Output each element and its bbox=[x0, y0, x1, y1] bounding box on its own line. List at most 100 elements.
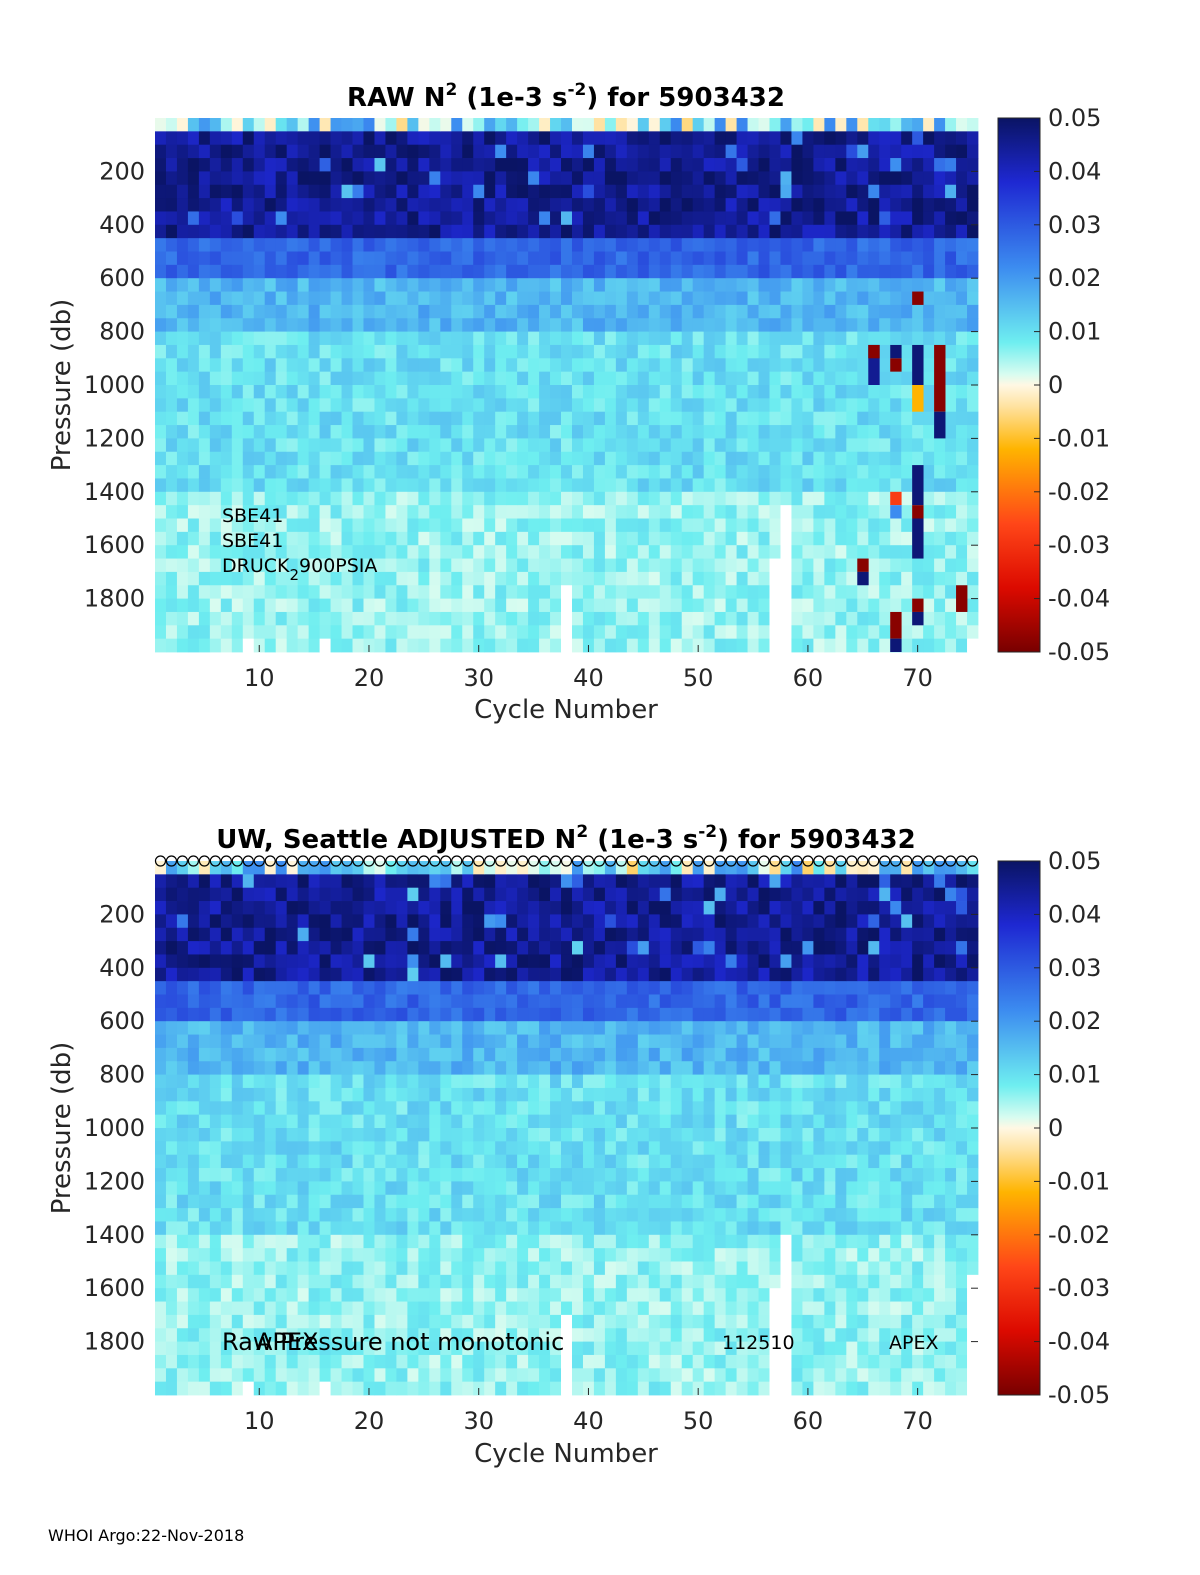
heatmap-cell bbox=[637, 1061, 650, 1075]
heatmap-cell bbox=[890, 385, 902, 399]
heatmap-cell bbox=[571, 518, 584, 533]
heatmap-cell bbox=[155, 1154, 167, 1169]
heatmap-cell bbox=[396, 1128, 408, 1142]
heatmap-cell bbox=[341, 264, 353, 279]
heatmap-cell bbox=[769, 531, 781, 546]
heatmap-cell bbox=[857, 465, 869, 479]
heatmap-cell bbox=[242, 131, 255, 146]
heatmap-cell bbox=[209, 941, 222, 955]
heatmap-cell bbox=[264, 318, 277, 332]
heatmap-cell bbox=[495, 451, 507, 466]
heatmap-cell bbox=[198, 438, 211, 453]
heatmap-cell bbox=[769, 171, 781, 186]
heatmap-cell bbox=[780, 585, 792, 599]
heatmap-cell bbox=[165, 585, 178, 599]
heatmap-cell bbox=[385, 1381, 397, 1396]
heatmap-cell bbox=[846, 118, 858, 132]
heatmap-cell bbox=[561, 558, 573, 573]
heatmap-cell bbox=[462, 1208, 474, 1222]
heatmap-cell bbox=[637, 1221, 650, 1236]
heatmap-cell bbox=[451, 451, 463, 466]
heatmap-cell bbox=[308, 331, 320, 346]
heatmap-cell bbox=[495, 1194, 507, 1209]
heatmap-cell bbox=[231, 1314, 244, 1329]
heatmap-cell bbox=[571, 358, 584, 373]
heatmap-cell bbox=[352, 171, 364, 186]
colorbar-tick-label: 0.01 bbox=[1048, 318, 1101, 346]
heatmap-cell bbox=[846, 318, 858, 332]
heatmap-cell bbox=[857, 371, 869, 386]
heatmap-cell bbox=[396, 425, 408, 439]
heatmap-cell bbox=[363, 887, 375, 902]
heatmap-cell bbox=[747, 264, 759, 279]
heatmap-cell bbox=[308, 144, 320, 159]
heatmap-cell bbox=[539, 1101, 551, 1116]
heatmap-cell bbox=[637, 1021, 650, 1035]
heatmap-cell bbox=[725, 211, 737, 226]
heatmap-cell bbox=[418, 585, 430, 599]
heatmap-cell bbox=[451, 518, 463, 533]
heatmap-cell bbox=[517, 1194, 529, 1209]
heatmap-cell bbox=[330, 994, 342, 1009]
heatmap-cell bbox=[330, 1047, 342, 1062]
heatmap-cell bbox=[659, 344, 672, 359]
heatmap-cell bbox=[659, 598, 672, 613]
heatmap-cell bbox=[604, 224, 617, 239]
heatmap-cell bbox=[506, 131, 518, 146]
heatmap-cell bbox=[506, 558, 518, 573]
heatmap-cell bbox=[670, 1181, 683, 1196]
heatmap-cell bbox=[561, 1328, 573, 1342]
heatmap-cell bbox=[484, 967, 496, 982]
heatmap-cell bbox=[956, 478, 968, 493]
heatmap-cell bbox=[615, 1301, 628, 1316]
heatmap-cell bbox=[593, 571, 606, 586]
heatmap-cell bbox=[176, 198, 189, 212]
heatmap-cell bbox=[517, 1314, 529, 1329]
heatmap-cell bbox=[220, 531, 233, 546]
heatmap-cell bbox=[758, 545, 770, 559]
heatmap-cell bbox=[879, 411, 891, 426]
heatmap-cell bbox=[187, 1354, 200, 1369]
heatmap-cell bbox=[681, 291, 694, 306]
heatmap-cell bbox=[308, 1061, 320, 1075]
heatmap-cell bbox=[659, 1234, 672, 1249]
heatmap-cell bbox=[209, 491, 222, 506]
heatmap-cell bbox=[484, 1194, 496, 1209]
heatmap-cell bbox=[890, 518, 902, 533]
heatmap-cell bbox=[297, 531, 310, 546]
heatmap-cell bbox=[956, 638, 968, 653]
heatmap-cell bbox=[846, 478, 858, 493]
heatmap-cell bbox=[473, 531, 485, 546]
heatmap-cell bbox=[626, 531, 639, 546]
heatmap-cell bbox=[396, 1234, 408, 1249]
heatmap-cell bbox=[582, 994, 595, 1009]
heatmap-cell bbox=[374, 438, 386, 453]
heatmap-cell bbox=[506, 1007, 518, 1022]
heatmap-cell bbox=[802, 211, 814, 226]
heatmap-cell bbox=[604, 198, 617, 212]
heatmap-cell bbox=[352, 558, 364, 573]
heatmap-cell bbox=[604, 1168, 617, 1182]
heatmap-cell bbox=[440, 331, 452, 346]
heatmap-cell bbox=[209, 211, 222, 226]
heatmap-cell bbox=[396, 198, 408, 212]
heatmap-cell bbox=[550, 954, 562, 969]
heatmap-cell bbox=[725, 585, 737, 599]
heatmap-cell bbox=[550, 318, 562, 332]
heatmap-cell bbox=[297, 1087, 310, 1102]
heatmap-cell bbox=[363, 238, 375, 252]
heatmap-cell bbox=[539, 967, 551, 982]
heatmap-cell bbox=[604, 505, 617, 519]
heatmap-cell bbox=[407, 1007, 419, 1022]
heatmap-cell bbox=[231, 941, 244, 955]
heatmap-cell bbox=[297, 1154, 310, 1169]
heatmap-cell bbox=[429, 1141, 441, 1156]
heatmap-cell bbox=[561, 318, 573, 332]
heatmap-cell bbox=[637, 874, 650, 889]
heatmap-cell bbox=[659, 1328, 672, 1342]
heatmap-cell bbox=[407, 545, 419, 559]
heatmap-cell bbox=[484, 571, 496, 586]
heatmap-cell bbox=[670, 118, 683, 132]
heatmap-cell bbox=[517, 425, 529, 439]
heatmap-cell bbox=[736, 371, 748, 386]
